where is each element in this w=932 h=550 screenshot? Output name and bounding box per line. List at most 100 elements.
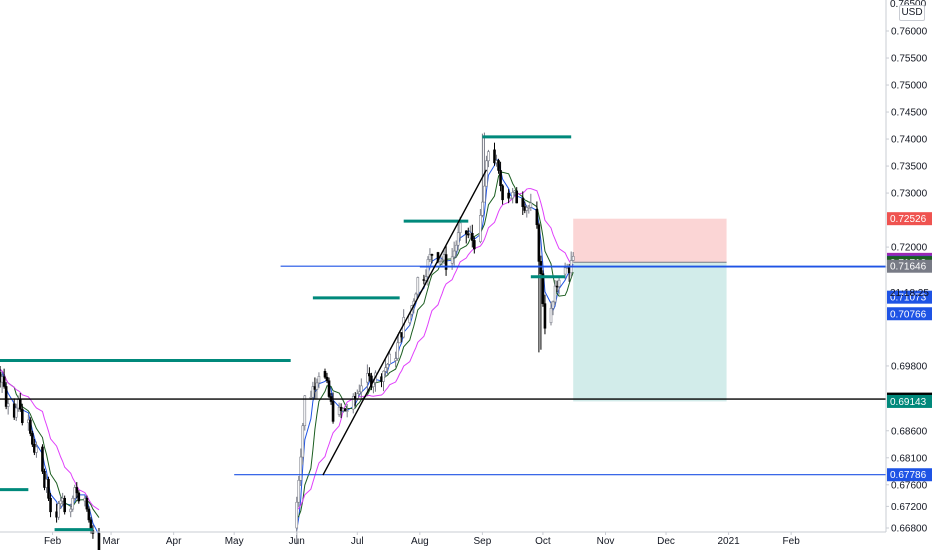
price-tick-label: 0.68100: [891, 453, 928, 464]
candle-body: [567, 267, 571, 274]
candle-body: [33, 443, 36, 453]
price-tag: [887, 290, 932, 304]
price-tick-label: 0.67600: [891, 480, 928, 491]
candle-body: [553, 285, 557, 303]
candle-body: [2, 376, 6, 387]
candle-body: [529, 202, 533, 208]
candle-body: [513, 190, 516, 193]
candle-body: [71, 497, 75, 510]
candle-body: [343, 408, 347, 412]
candle-body: [456, 232, 460, 246]
candle-body: [49, 497, 52, 513]
candle-body: [331, 401, 335, 422]
candle-body: [515, 190, 519, 204]
candle-body: [473, 240, 476, 250]
candle-body: [6, 403, 10, 407]
candle-body: [428, 254, 432, 260]
price-tag: [887, 394, 932, 408]
candle-body: [501, 185, 504, 201]
candle-body: [341, 408, 345, 412]
candle-body: [97, 533, 101, 550]
price-tag: [887, 307, 932, 321]
stop-loss-zone: [573, 218, 727, 263]
time-tick-label: Sep: [473, 536, 491, 547]
time-tick-label: Jun: [289, 536, 305, 547]
take-profit-zone: [573, 262, 727, 402]
candle-body: [77, 492, 81, 502]
candle-body: [416, 277, 420, 295]
candle-body: [444, 254, 448, 270]
candle-body: [499, 170, 502, 187]
candle-body: [20, 408, 24, 423]
candle-body: [481, 201, 484, 216]
candle-body: [384, 367, 387, 372]
candle-body: [471, 233, 474, 241]
candle-body: [535, 208, 539, 226]
price-tick-label: 0.75000: [891, 81, 928, 92]
candle-body: [442, 254, 446, 261]
candle-body: [483, 185, 486, 203]
price-tag: [887, 468, 932, 482]
time-tick-label: 2021: [717, 536, 740, 547]
candle-body: [551, 301, 555, 309]
candle-body: [495, 160, 498, 164]
candle-body: [357, 391, 361, 395]
time-tick-label: Apr: [166, 536, 182, 547]
candle-body: [325, 376, 329, 382]
candle-body: [75, 487, 79, 494]
candle-body: [523, 206, 527, 211]
price-tag-label: 0.69143: [890, 397, 927, 408]
candle-body: [454, 244, 458, 252]
candle-body: [309, 396, 313, 399]
candle-body: [549, 307, 553, 324]
candle-body: [466, 233, 470, 236]
price-tick-label: 0.72000: [891, 243, 928, 254]
candle-body: [351, 396, 355, 410]
price-tag: [887, 259, 932, 273]
price-tick-label: 0.66800: [891, 524, 928, 535]
price-tags: 0.725260.717730.717200.717130.716460.710…: [887, 212, 932, 482]
price-tag-label: 0.71073: [890, 293, 927, 304]
candle-body: [313, 386, 317, 390]
candle-body: [539, 261, 543, 275]
time-axis[interactable]: Feb Mar Apr May Jun Jul Aug Sep Oct Nov Dec 2021 Feb: [44, 532, 800, 547]
time-tick-label: Oct: [535, 536, 551, 547]
candle-body: [386, 363, 389, 369]
candle-body: [521, 198, 525, 207]
candle-body: [537, 224, 541, 262]
candle-body: [14, 407, 18, 418]
candle-body: [487, 151, 490, 162]
candle-body: [85, 497, 89, 510]
candle-body: [73, 487, 77, 499]
price-tick-label: 0.68600: [891, 426, 928, 437]
candle-body: [16, 399, 20, 409]
time-tick-label: Mar: [102, 536, 120, 547]
candle-body: [388, 353, 391, 365]
candle-body: [493, 149, 496, 164]
candle-body: [69, 508, 73, 513]
candle-body: [497, 160, 500, 171]
candle-body: [353, 396, 357, 399]
candle-body: [35, 446, 38, 453]
ma-slow-line: [296, 188, 574, 511]
candle-body: [57, 503, 60, 518]
candle-body: [31, 433, 34, 445]
candle-body: [422, 279, 426, 281]
candle-body: [63, 497, 66, 513]
candle-body: [424, 276, 428, 281]
candle-body: [301, 425, 305, 458]
candle-body: [323, 371, 327, 378]
bar-countdown: 21:18:25: [890, 288, 929, 299]
trend-line: [322, 169, 488, 476]
candle-body: [41, 446, 44, 472]
candle-body: [571, 256, 575, 261]
time-tick-label: May: [225, 536, 244, 547]
candle-body: [0, 376, 4, 383]
candle-body: [527, 206, 531, 209]
candle-body: [565, 267, 569, 269]
candle-body: [345, 410, 349, 412]
price-tag-label: 0.72526: [890, 214, 927, 225]
currency-label[interactable]: USD: [899, 5, 925, 21]
time-tick-label: Nov: [597, 536, 615, 547]
